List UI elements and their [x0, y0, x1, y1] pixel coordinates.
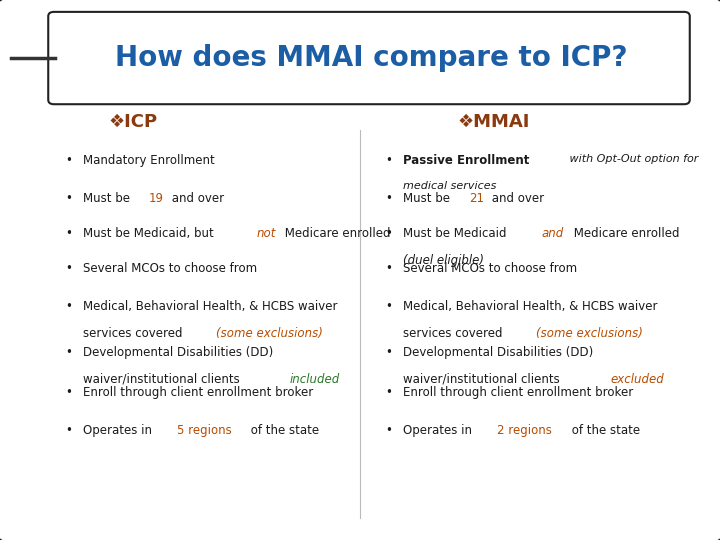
Text: •: • — [65, 386, 72, 399]
Text: •: • — [385, 386, 392, 399]
Text: •: • — [65, 227, 72, 240]
Text: and over: and over — [168, 192, 224, 205]
Text: Several MCOs to choose from: Several MCOs to choose from — [83, 262, 257, 275]
Text: •: • — [385, 262, 392, 275]
Text: Enroll through client enrollment broker: Enroll through client enrollment broker — [83, 386, 313, 399]
Text: 19: 19 — [148, 192, 163, 205]
Text: •: • — [65, 154, 72, 167]
Text: •: • — [385, 300, 392, 313]
Text: Must be Medicaid, but: Must be Medicaid, but — [83, 227, 217, 240]
Text: included: included — [290, 373, 340, 386]
Text: •: • — [65, 262, 72, 275]
Text: •: • — [65, 192, 72, 205]
Text: •: • — [385, 227, 392, 240]
Text: •: • — [385, 192, 392, 205]
Text: 2 regions: 2 regions — [497, 424, 552, 437]
Text: not: not — [256, 227, 276, 240]
Text: of the state: of the state — [247, 424, 320, 437]
Text: Medicare enrolled: Medicare enrolled — [282, 227, 391, 240]
Text: Developmental Disabilities (DD): Developmental Disabilities (DD) — [403, 346, 593, 359]
Text: waiver/institutional clients: waiver/institutional clients — [83, 373, 243, 386]
Text: Operates in: Operates in — [83, 424, 156, 437]
Text: ❖MMAI: ❖MMAI — [457, 112, 529, 131]
Text: Must be: Must be — [403, 192, 454, 205]
Text: Operates in: Operates in — [403, 424, 476, 437]
Text: •: • — [385, 154, 392, 167]
Text: excluded: excluded — [611, 373, 664, 386]
Text: ❖ICP: ❖ICP — [109, 112, 158, 131]
Text: services covered: services covered — [403, 327, 506, 340]
Text: (duel eligible): (duel eligible) — [403, 254, 485, 267]
Text: (some exclusions): (some exclusions) — [216, 327, 323, 340]
Text: 21: 21 — [469, 192, 484, 205]
FancyBboxPatch shape — [48, 12, 690, 104]
Text: •: • — [65, 346, 72, 359]
Text: Must be: Must be — [83, 192, 133, 205]
Text: Enroll through client enrollment broker: Enroll through client enrollment broker — [403, 386, 634, 399]
Text: (some exclusions): (some exclusions) — [536, 327, 643, 340]
Text: waiver/institutional clients: waiver/institutional clients — [403, 373, 564, 386]
Text: Medical, Behavioral Health, & HCBS waiver: Medical, Behavioral Health, & HCBS waive… — [403, 300, 657, 313]
Text: •: • — [65, 424, 72, 437]
Text: with Opt-Out option for: with Opt-Out option for — [566, 154, 698, 164]
Text: Medical, Behavioral Health, & HCBS waiver: Medical, Behavioral Health, & HCBS waive… — [83, 300, 337, 313]
Text: •: • — [385, 424, 392, 437]
Text: Medicare enrolled: Medicare enrolled — [570, 227, 680, 240]
Text: medical services: medical services — [403, 181, 497, 191]
Text: and over: and over — [488, 192, 544, 205]
Text: services covered: services covered — [83, 327, 186, 340]
Text: How does MMAI compare to ICP?: How does MMAI compare to ICP? — [114, 44, 627, 72]
Text: Must be Medicaid: Must be Medicaid — [403, 227, 510, 240]
Text: Developmental Disabilities (DD): Developmental Disabilities (DD) — [83, 346, 273, 359]
Text: Several MCOs to choose from: Several MCOs to choose from — [403, 262, 577, 275]
Text: of the state: of the state — [568, 424, 640, 437]
Text: 5 regions: 5 regions — [176, 424, 231, 437]
Text: Passive Enrollment: Passive Enrollment — [403, 154, 530, 167]
Text: and: and — [541, 227, 564, 240]
Text: •: • — [385, 346, 392, 359]
Text: Mandatory Enrollment: Mandatory Enrollment — [83, 154, 215, 167]
Text: •: • — [65, 300, 72, 313]
